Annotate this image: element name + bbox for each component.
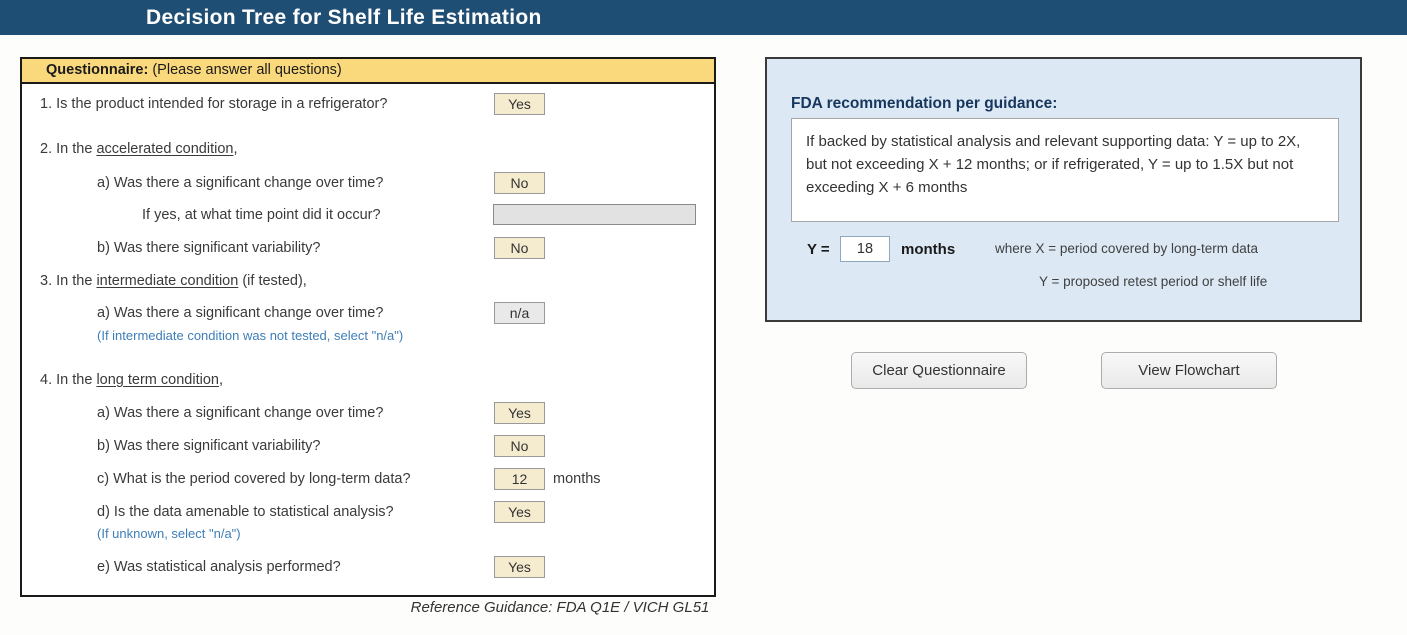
question-3-underlined: intermediate condition — [96, 273, 239, 289]
recommendation-panel: FDA recommendation per guidance: If back… — [765, 57, 1362, 322]
question-2a-ifyes-label: If yes, at what time point did it occur? — [142, 207, 381, 223]
question-4-underlined: long term condition — [96, 372, 219, 388]
questionnaire-header: Questionnaire: (Please answer all questi… — [22, 59, 714, 84]
title-bar: Decision Tree for Shelf Life Estimation — [0, 0, 1407, 35]
question-2-label: 2. In the accelerated condition, — [40, 138, 238, 160]
q2b-answer-select[interactable]: No — [494, 237, 545, 259]
question-3a-helper-note: (If intermediate condition was not teste… — [97, 328, 404, 343]
y-value-field[interactable]: 18 — [840, 236, 890, 262]
recommendation-body: If backed by statistical analysis and re… — [791, 118, 1339, 222]
question-2-suffix: , — [233, 141, 238, 157]
question-2-prefix: 2. In the — [40, 141, 97, 157]
view-flowchart-button[interactable]: View Flowchart — [1101, 352, 1277, 389]
q3a-answer-select[interactable]: n/a — [494, 302, 545, 324]
question-4-suffix: , — [218, 372, 223, 388]
page-title: Decision Tree for Shelf Life Estimation — [146, 6, 542, 29]
question-4c-label: c) What is the period covered by long-te… — [97, 471, 411, 487]
question-4e-label: e) Was statistical analysis performed? — [97, 559, 341, 575]
question-2-underlined: accelerated condition — [96, 141, 234, 157]
question-4-prefix: 4. In the — [40, 372, 97, 388]
question-3-label: 3. In the intermediate condition (if tes… — [40, 270, 307, 292]
q2a-answer-select[interactable]: No — [494, 172, 545, 194]
question-4d-label: d) Is the data amenable to statistical a… — [97, 504, 394, 520]
question-4d-helper-note: (If unknown, select "n/a") — [97, 526, 241, 541]
where-x-definition: where X = period covered by long-term da… — [995, 241, 1259, 256]
reference-guidance-text: Reference Guidance: FDA Q1E / VICH GL51 — [410, 599, 710, 616]
q2a-timepoint-field[interactable] — [493, 204, 696, 225]
y-unit-label: months — [901, 241, 956, 258]
question-4-label: 4. In the long term condition, — [40, 369, 223, 391]
question-1-label: 1. Is the product intended for storage i… — [40, 96, 388, 112]
q4b-answer-select[interactable]: No — [494, 435, 545, 457]
clear-questionnaire-button[interactable]: Clear Questionnaire — [851, 352, 1027, 389]
recommendation-heading: FDA recommendation per guidance: — [791, 95, 1058, 112]
question-2a-label: a) Was there a significant change over t… — [97, 175, 384, 191]
q4c-unit-label: months — [553, 471, 601, 487]
questionnaire-header-label: Questionnaire: — [46, 62, 149, 78]
where-y-definition: Y = proposed retest period or shelf life — [1039, 274, 1268, 289]
question-3a-label: a) Was there a significant change over t… — [97, 305, 384, 321]
q4d-answer-select[interactable]: Yes — [494, 501, 545, 523]
q4e-answer-select[interactable]: Yes — [494, 556, 545, 578]
q4a-answer-select[interactable]: Yes — [494, 402, 545, 424]
y-equals-label: Y = — [807, 241, 830, 258]
question-2b-label: b) Was there significant variability? — [97, 240, 321, 256]
question-4b-label: b) Was there significant variability? — [97, 438, 321, 454]
q1-answer-select[interactable]: Yes — [494, 93, 545, 115]
questionnaire-header-note: (Please answer all questions) — [148, 62, 342, 78]
q4c-period-field[interactable]: 12 — [494, 468, 545, 490]
question-4a-label: a) Was there a significant change over t… — [97, 405, 384, 421]
question-3-suffix: (if tested), — [238, 273, 307, 289]
questionnaire-panel: Questionnaire: (Please answer all questi… — [20, 57, 716, 597]
question-3-prefix: 3. In the — [40, 273, 97, 289]
